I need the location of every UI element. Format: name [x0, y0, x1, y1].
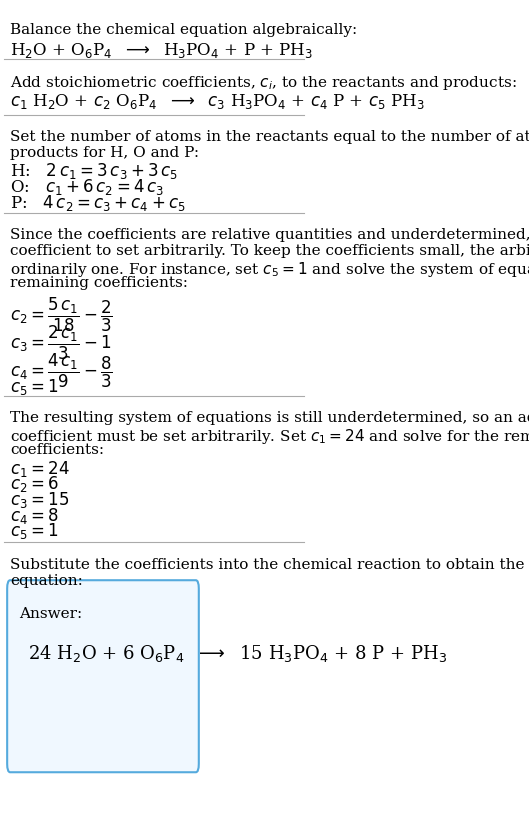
Text: H$_2$O + O$_6$P$_4$  $\longrightarrow$  H$_3$PO$_4$ + P + PH$_3$: H$_2$O + O$_6$P$_4$ $\longrightarrow$ H$…: [10, 41, 313, 59]
Text: 24 H$_2$O + 6 O$_6$P$_4$  $\longrightarrow$  15 H$_3$PO$_4$ + 8 P + PH$_3$: 24 H$_2$O + 6 O$_6$P$_4$ $\longrightarro…: [28, 643, 448, 664]
Text: Since the coefficients are relative quantities and underdetermined, choose a: Since the coefficients are relative quan…: [10, 228, 529, 242]
Text: $c_4 = 8$: $c_4 = 8$: [10, 506, 59, 526]
FancyBboxPatch shape: [7, 580, 199, 772]
Text: remaining coefficients:: remaining coefficients:: [10, 276, 188, 289]
Text: $c_2 = \dfrac{5\,c_1}{18} - \dfrac{2}{3}$: $c_2 = \dfrac{5\,c_1}{18} - \dfrac{2}{3}…: [10, 295, 113, 334]
Text: $c_1$ H$_2$O + $c_2$ O$_6$P$_4$  $\longrightarrow$  $c_3$ H$_3$PO$_4$ + $c_4$ P : $c_1$ H$_2$O + $c_2$ O$_6$P$_4$ $\longri…: [10, 92, 425, 111]
Text: Balance the chemical equation algebraically:: Balance the chemical equation algebraica…: [10, 23, 358, 38]
Text: $c_5 = 1$: $c_5 = 1$: [10, 376, 59, 396]
Text: $c_1 = 24$: $c_1 = 24$: [10, 459, 70, 478]
Text: $c_4 = \dfrac{4\,c_1}{9} - \dfrac{8}{3}$: $c_4 = \dfrac{4\,c_1}{9} - \dfrac{8}{3}$: [10, 352, 113, 390]
Text: Set the number of atoms in the reactants equal to the number of atoms in the: Set the number of atoms in the reactants…: [10, 130, 529, 144]
Text: $c_2 = 6$: $c_2 = 6$: [10, 474, 59, 494]
Text: products for H, O and P:: products for H, O and P:: [10, 145, 199, 160]
Text: coefficients:: coefficients:: [10, 443, 104, 456]
Text: Add stoichiometric coefficients, $c_i$, to the reactants and products:: Add stoichiometric coefficients, $c_i$, …: [10, 74, 517, 92]
Text: O:   $c_1 + 6\,c_2 = 4\,c_3$: O: $c_1 + 6\,c_2 = 4\,c_3$: [10, 177, 165, 197]
Text: Substitute the coefficients into the chemical reaction to obtain the balanced: Substitute the coefficients into the che…: [10, 558, 529, 572]
Text: H:   $2\,c_1 = 3\,c_3 + 3\,c_5$: H: $2\,c_1 = 3\,c_3 + 3\,c_5$: [10, 161, 178, 181]
Text: coefficient to set arbitrarily. To keep the coefficients small, the arbitrary va: coefficient to set arbitrarily. To keep …: [10, 244, 529, 258]
Text: $c_3 = \dfrac{2\,c_1}{3} - 1$: $c_3 = \dfrac{2\,c_1}{3} - 1$: [10, 324, 112, 362]
Text: equation:: equation:: [10, 573, 83, 588]
Text: The resulting system of equations is still underdetermined, so an additional: The resulting system of equations is sti…: [10, 411, 529, 426]
Text: $c_5 = 1$: $c_5 = 1$: [10, 522, 59, 542]
Text: P:   $4\,c_2 = c_3 + c_4 + c_5$: P: $4\,c_2 = c_3 + c_4 + c_5$: [10, 193, 186, 213]
Text: $c_3 = 15$: $c_3 = 15$: [10, 490, 69, 510]
Text: ordinarily one. For instance, set $c_5 = 1$ and solve the system of equations fo: ordinarily one. For instance, set $c_5 =…: [10, 260, 529, 279]
Text: Answer:: Answer:: [19, 607, 83, 620]
Text: coefficient must be set arbitrarily. Set $c_1 = 24$ and solve for the remaining: coefficient must be set arbitrarily. Set…: [10, 427, 529, 446]
